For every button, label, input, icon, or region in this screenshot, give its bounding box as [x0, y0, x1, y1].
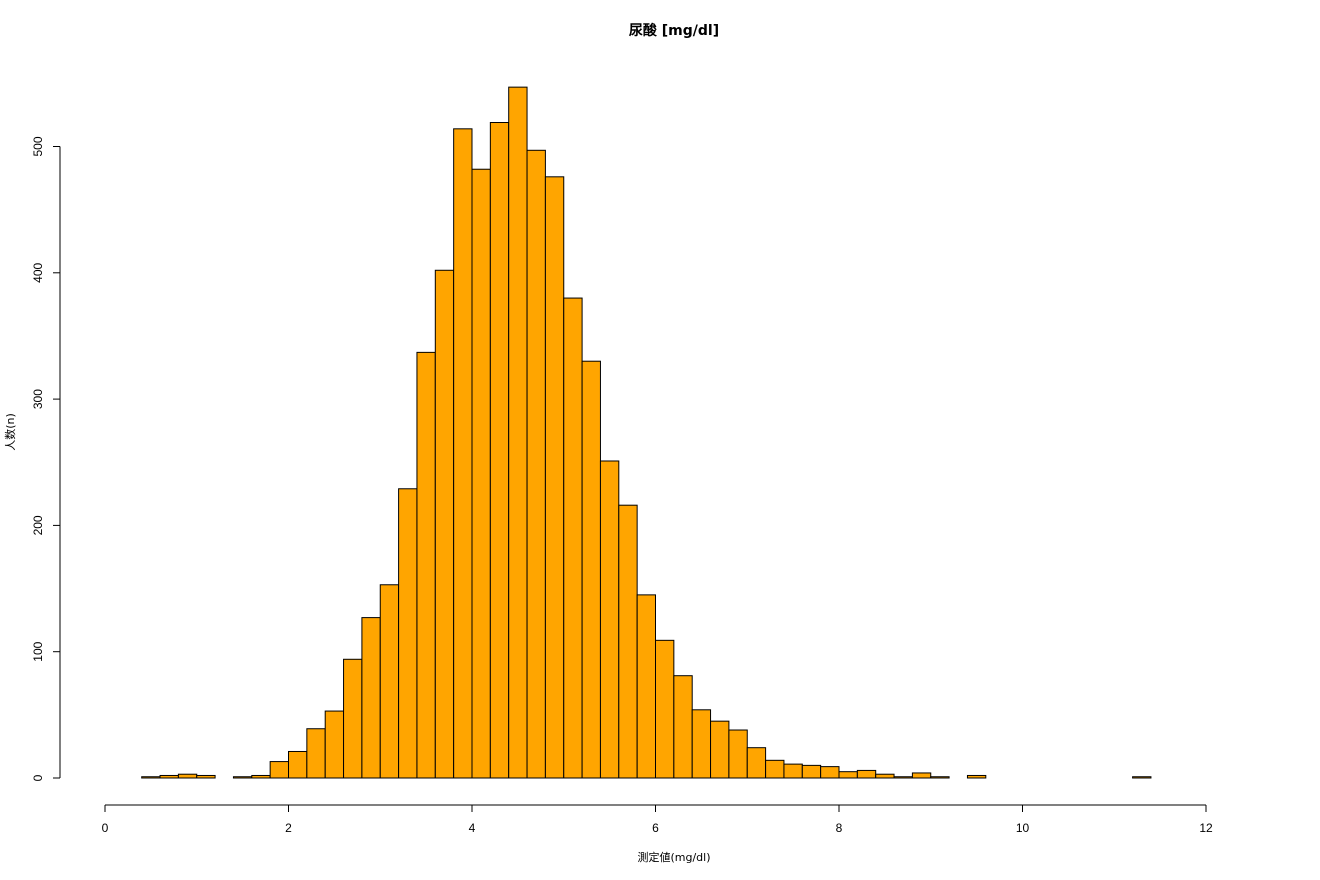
x-tick-label: 8: [836, 821, 843, 835]
histogram-bar: [710, 720, 730, 779]
x-tick-label: 4: [469, 821, 476, 835]
x-tick-label: 6: [652, 821, 659, 835]
bars-group: [141, 86, 1152, 779]
y-tick-label: 100: [31, 641, 45, 661]
histogram-bar: [691, 709, 712, 779]
histogram-bar: [783, 763, 803, 779]
histogram-bar: [765, 759, 785, 779]
y-tick-label: 300: [31, 389, 45, 409]
histogram-bar: [306, 728, 326, 779]
histogram-bar: [966, 774, 987, 779]
histogram-bar: [544, 176, 565, 779]
histogram-bar: [379, 584, 400, 779]
histogram-bar: [196, 774, 216, 779]
histogram-bar: [343, 658, 363, 779]
histogram-bar: [673, 675, 693, 779]
histogram-bar: [159, 774, 179, 779]
histogram-bar: [655, 639, 675, 779]
histogram-bar: [177, 773, 198, 779]
histogram-bar: [801, 764, 822, 779]
histogram-bar: [471, 168, 491, 779]
y-tick-label: 400: [31, 262, 45, 282]
histogram-bar: [489, 122, 510, 779]
histogram-bar: [141, 776, 161, 779]
histogram-bar: [875, 773, 895, 779]
histogram-bar: [508, 86, 528, 779]
x-tick-label: 0: [102, 821, 109, 835]
x-tick-label: 10: [1016, 821, 1030, 835]
y-tick-label: 0: [31, 774, 45, 781]
histogram-bar: [563, 297, 583, 779]
histogram-bar: [453, 128, 473, 779]
histogram-bar: [434, 269, 455, 779]
histogram-bar: [930, 776, 950, 779]
histogram-bar: [820, 766, 840, 779]
y-axis-label: 人数(n): [4, 413, 17, 451]
histogram-bar: [911, 772, 932, 779]
histogram-bar: [636, 594, 657, 779]
y-tick-label: 200: [31, 515, 45, 535]
y-tick-label: 500: [31, 136, 45, 156]
histogram-bar: [618, 504, 638, 779]
histogram-bar: [856, 769, 877, 779]
histogram-bar: [893, 776, 913, 779]
histogram-bar: [288, 750, 308, 779]
x-axis-label: 測定値(mg/dl): [637, 850, 710, 864]
histogram-bar: [324, 710, 345, 779]
histogram-bar: [526, 149, 546, 779]
histogram-bar: [361, 617, 381, 779]
histogram-bar: [728, 729, 748, 779]
histogram-bar: [416, 351, 436, 779]
x-tick-label: 2: [285, 821, 292, 835]
histogram-bar: [838, 771, 858, 779]
histogram-bar: [599, 460, 620, 779]
histogram-bar: [251, 774, 271, 779]
histogram-bar: [581, 360, 601, 779]
histogram-bar: [1132, 776, 1152, 779]
y-axis: 0 100 200 300 400 500: [31, 136, 61, 781]
x-tick-label: 12: [1199, 821, 1213, 835]
x-axis: 0 2 4 6 8 10 12: [102, 804, 1213, 835]
histogram-bar: [746, 747, 767, 779]
histogram-bar: [269, 761, 289, 779]
histogram-bar: [232, 776, 253, 779]
histogram-bar: [398, 488, 418, 779]
chart-title: 尿酸 [mg/dl]: [629, 22, 719, 39]
